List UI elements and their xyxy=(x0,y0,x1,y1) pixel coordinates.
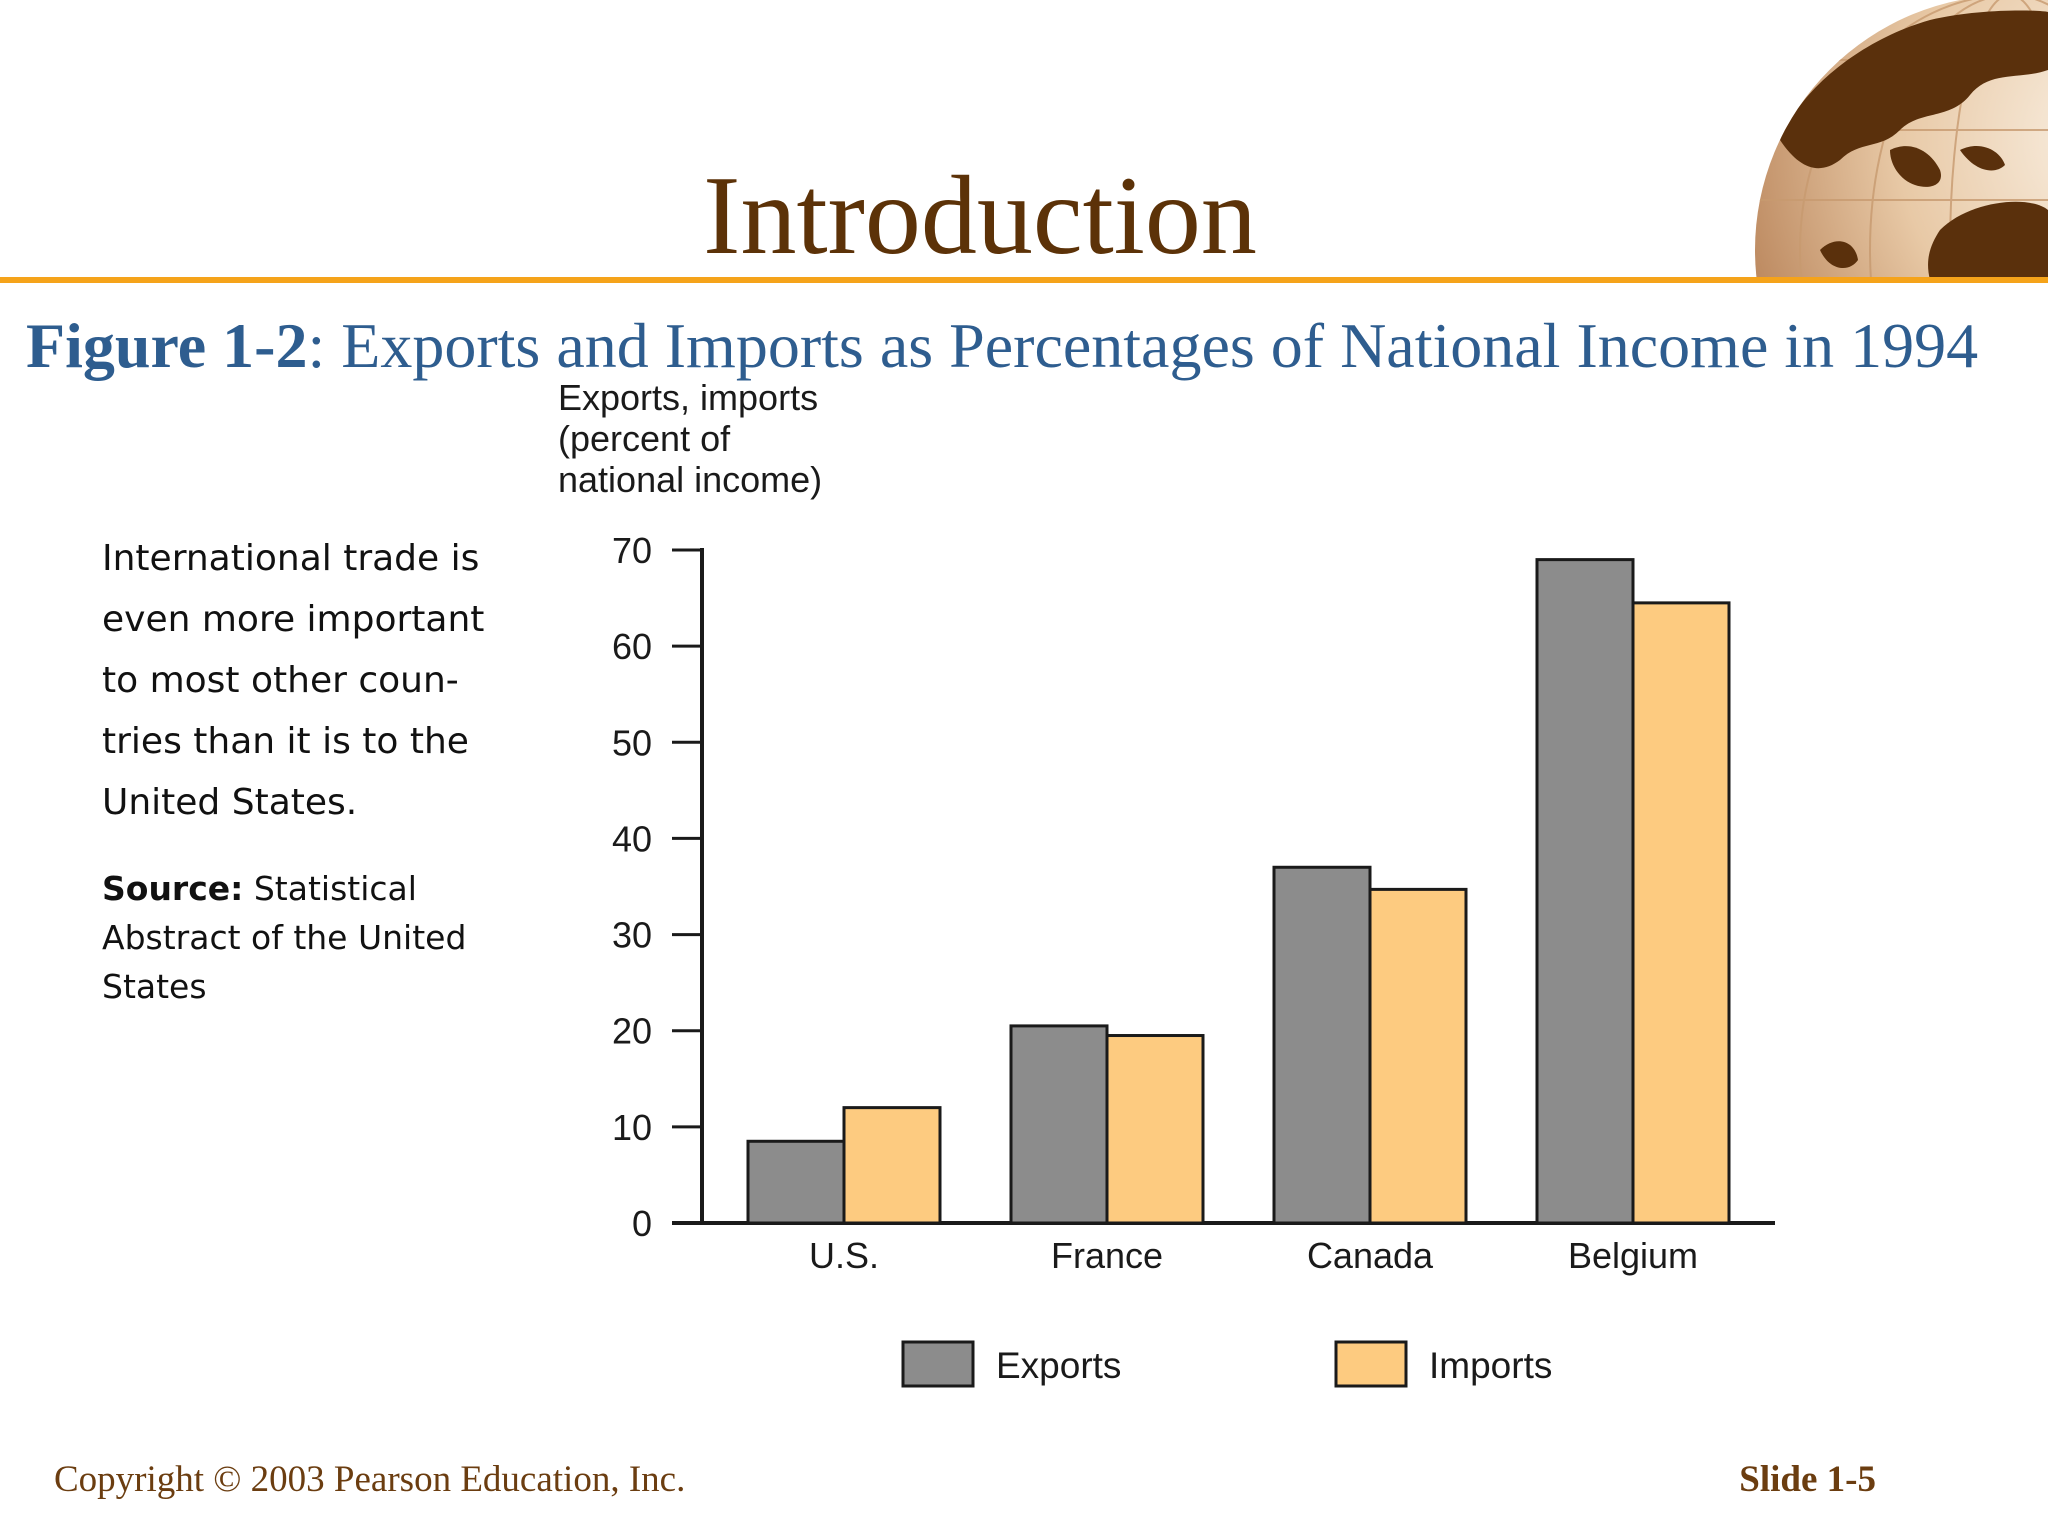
footer-slide-number: Slide 1-5 xyxy=(1739,1459,1876,1500)
x-tick-label: Belgium xyxy=(1568,1235,1698,1276)
legend-label-exports: Exports xyxy=(996,1345,1121,1386)
bar-exports-canada xyxy=(1272,865,1372,1225)
y-axis-label-line: Exports, imports xyxy=(558,377,818,418)
bar-exports-us xyxy=(746,1139,846,1225)
y-tick-label: 60 xyxy=(612,626,652,667)
source-note: Source: Statistical Abstract of the Unit… xyxy=(102,864,502,1011)
x-tick-label: U.S. xyxy=(809,1235,879,1276)
bar-exports-belgium xyxy=(1535,558,1635,1225)
y-tick-label: 10 xyxy=(612,1107,652,1148)
y-tick-label: 0 xyxy=(632,1203,652,1244)
figure-caption-text: : Exports and Imports as Percentages of … xyxy=(307,310,1979,381)
legend-swatch-imports xyxy=(1334,1340,1408,1388)
bar-imports-us xyxy=(842,1106,942,1225)
y-axis-label: Exports, imports (percent of national inco… xyxy=(558,377,822,500)
side-note: International trade is even more importa… xyxy=(102,538,485,823)
bar-imports-belgium xyxy=(1631,601,1731,1225)
globe-icon xyxy=(1755,0,2048,280)
bar-imports-canada xyxy=(1368,887,1468,1225)
figure-label: Figure 1-2 xyxy=(26,310,308,381)
y-axis-label-line: (percent of xyxy=(558,418,731,459)
figure-caption: Figure 1-2: Exports and Imports as Perce… xyxy=(26,312,2036,379)
y-tick-label: 20 xyxy=(612,1011,652,1052)
x-tick-label: France xyxy=(1051,1235,1163,1276)
y-tick-label: 70 xyxy=(612,530,652,571)
legend-label-imports: Imports xyxy=(1429,1345,1552,1386)
footer-copyright: Copyright © 2003 Pearson Education, Inc. xyxy=(54,1459,686,1500)
source-text: Statistical Abstract of the United State… xyxy=(102,869,467,1006)
y-axis-label-line: national income) xyxy=(558,459,822,500)
legend-swatch-exports xyxy=(901,1340,975,1388)
y-tick-label: 50 xyxy=(612,722,652,763)
y-tick-label: 30 xyxy=(612,915,652,956)
bar-imports-france xyxy=(1105,1034,1205,1225)
y-tick-label: 40 xyxy=(612,818,652,859)
slide-title: Introduction xyxy=(703,154,1257,278)
title-divider xyxy=(0,277,2048,283)
x-tick-label: Canada xyxy=(1307,1235,1434,1276)
bar-exports-france xyxy=(1009,1024,1109,1225)
source-label: Source: xyxy=(102,869,244,908)
